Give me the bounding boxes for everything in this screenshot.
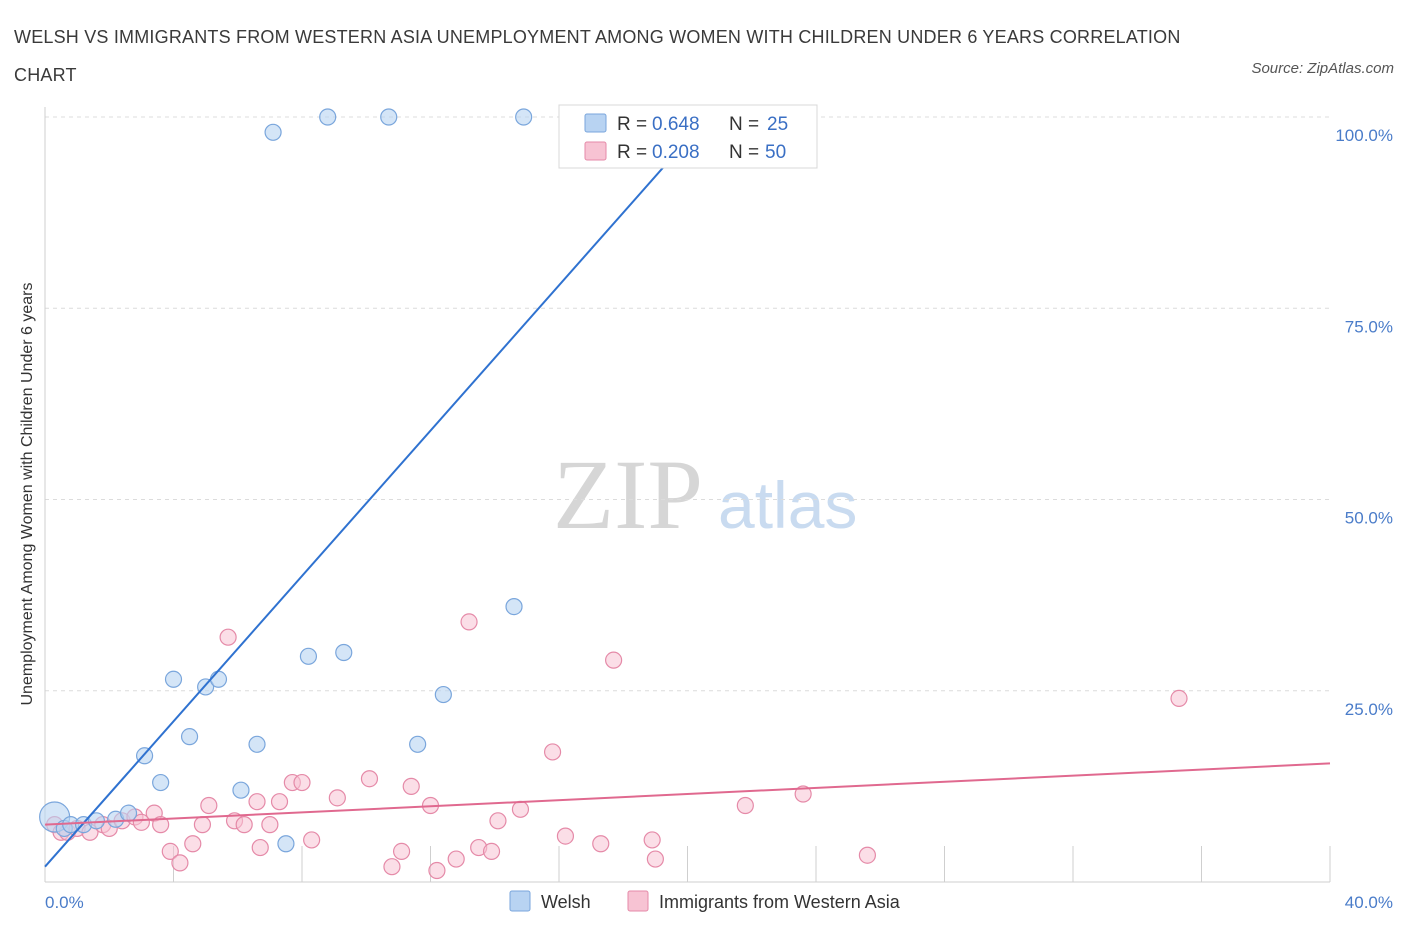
welsh-point bbox=[434, 685, 452, 704]
welsh-n-label: N = bbox=[729, 114, 759, 135]
imm-point bbox=[592, 835, 610, 853]
imm-swatch bbox=[584, 141, 607, 161]
welsh-point bbox=[277, 835, 295, 853]
welsh-n-value: 25 bbox=[767, 114, 788, 135]
x-tick-label: 40.0% bbox=[1345, 893, 1393, 912]
chart-title: WELSH VS IMMIGRANTS FROM WESTERN ASIA UN… bbox=[14, 27, 1181, 85]
welsh-point bbox=[319, 108, 337, 126]
welsh-swatch bbox=[584, 113, 607, 133]
imm-point bbox=[200, 796, 218, 815]
welsh-point bbox=[409, 735, 427, 753]
imm-trend-line bbox=[44, 762, 1331, 826]
welsh-point bbox=[248, 735, 266, 753]
imm-point bbox=[219, 628, 237, 646]
imm-point bbox=[360, 770, 379, 788]
imm-point bbox=[643, 831, 661, 849]
imm-n-label: N = bbox=[729, 142, 759, 163]
grid-lines bbox=[45, 116, 1330, 692]
imm-point bbox=[184, 835, 202, 853]
bottom-legend-imm-label: Immigrants from Western Asia bbox=[659, 892, 901, 912]
imm-point bbox=[858, 846, 877, 864]
watermark: ZIP atlas bbox=[553, 439, 857, 550]
imm-point bbox=[556, 827, 575, 845]
welsh-point bbox=[232, 781, 250, 799]
y-tick-label: 25.0% bbox=[1345, 700, 1393, 719]
watermark-zip: ZIP bbox=[553, 439, 703, 550]
y-tick-label: 50.0% bbox=[1345, 509, 1393, 528]
imm-point bbox=[193, 816, 212, 834]
y-tick-label: 100.0% bbox=[1335, 126, 1393, 145]
imm-r-label: R = bbox=[617, 142, 647, 163]
imm-point bbox=[605, 651, 623, 669]
imm-point bbox=[270, 793, 289, 811]
stats-legend: R = 0.648 N = 25 R = 0.208 N = 50 bbox=[558, 104, 818, 169]
imm-point bbox=[460, 613, 478, 631]
imm-point bbox=[261, 816, 279, 834]
imm-n-value: 50 bbox=[765, 142, 786, 163]
welsh-points bbox=[39, 108, 533, 853]
bottom-legend-welsh-label: Welsh bbox=[541, 892, 591, 912]
watermark-atlas: atlas bbox=[718, 468, 857, 542]
imm-point bbox=[383, 858, 401, 876]
welsh-point bbox=[515, 108, 533, 126]
x-tick-label: 0.0% bbox=[45, 893, 84, 912]
imm-point bbox=[303, 831, 321, 849]
imm-point bbox=[171, 854, 189, 872]
imm-point bbox=[736, 796, 754, 815]
tick-labels: 25.0% 50.0% 75.0% 100.0% 0.0% 40.0% bbox=[45, 126, 1393, 912]
welsh-point bbox=[264, 123, 282, 141]
imm-point bbox=[328, 789, 346, 807]
imm-point bbox=[482, 842, 501, 861]
imm-point bbox=[161, 842, 179, 861]
welsh-trend-line bbox=[44, 139, 689, 868]
welsh-point bbox=[152, 773, 170, 792]
welsh-point bbox=[299, 647, 318, 665]
imm-point bbox=[794, 785, 812, 803]
imm-point bbox=[511, 800, 530, 818]
source-credit: Source: ZipAtlas.com bbox=[1251, 60, 1394, 77]
imm-point bbox=[646, 850, 664, 868]
y-tick-label: 75.0% bbox=[1345, 317, 1393, 336]
welsh-point bbox=[505, 597, 523, 616]
imm-r-value: 0.208 bbox=[652, 142, 700, 163]
welsh-point bbox=[119, 804, 138, 822]
bottom-legend-imm-swatch bbox=[627, 890, 649, 912]
imm-point bbox=[392, 842, 411, 861]
imm-point bbox=[447, 850, 465, 868]
imm-point bbox=[235, 816, 253, 834]
imm-point bbox=[543, 743, 562, 761]
welsh-point bbox=[180, 728, 199, 746]
imm-point bbox=[293, 773, 311, 792]
imm-point bbox=[248, 793, 266, 811]
imm-point bbox=[402, 777, 420, 795]
welsh-point bbox=[380, 108, 398, 126]
imm-point bbox=[251, 838, 269, 857]
welsh-point bbox=[335, 643, 353, 662]
imm-point bbox=[489, 812, 507, 830]
welsh-point bbox=[164, 670, 183, 688]
bottom-legend: Welsh Immigrants from Western Asia bbox=[509, 890, 901, 912]
imm-point bbox=[152, 816, 170, 834]
immigrants-points bbox=[46, 613, 1188, 880]
welsh-r-label: R = bbox=[617, 114, 647, 135]
welsh-r-value: 0.648 bbox=[652, 114, 700, 135]
imm-point bbox=[428, 861, 446, 880]
trend-lines bbox=[44, 139, 1331, 868]
imm-point bbox=[1170, 689, 1188, 708]
bottom-legend-welsh-swatch bbox=[509, 890, 531, 912]
welsh-point bbox=[209, 670, 228, 688]
imm-point bbox=[132, 813, 150, 831]
